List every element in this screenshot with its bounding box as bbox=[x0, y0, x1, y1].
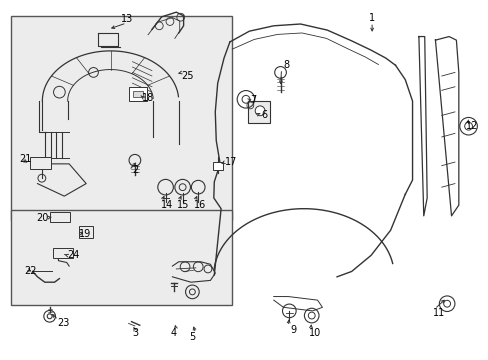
Text: 5: 5 bbox=[189, 332, 195, 342]
Text: 1: 1 bbox=[368, 13, 374, 23]
Text: 23: 23 bbox=[57, 318, 69, 328]
Circle shape bbox=[255, 106, 264, 116]
Text: 4: 4 bbox=[170, 328, 177, 338]
Text: 11: 11 bbox=[432, 308, 445, 318]
Text: 13: 13 bbox=[120, 14, 132, 24]
Text: 7: 7 bbox=[250, 95, 256, 105]
Text: 22: 22 bbox=[24, 266, 36, 276]
Bar bbox=[50, 212, 70, 221]
Bar bbox=[247, 101, 269, 123]
Bar bbox=[53, 248, 73, 258]
Text: 3: 3 bbox=[132, 328, 138, 338]
Text: 16: 16 bbox=[193, 200, 205, 210]
Text: 19: 19 bbox=[79, 229, 91, 239]
Text: 2: 2 bbox=[131, 165, 138, 175]
Bar bbox=[133, 91, 143, 97]
Text: 12: 12 bbox=[466, 121, 478, 131]
Text: 17: 17 bbox=[224, 157, 237, 167]
Text: 15: 15 bbox=[177, 200, 189, 210]
Bar bbox=[212, 162, 222, 170]
Text: 6: 6 bbox=[261, 110, 266, 120]
Text: 20: 20 bbox=[36, 213, 48, 222]
Text: 18: 18 bbox=[142, 93, 154, 103]
Text: 21: 21 bbox=[19, 154, 31, 164]
Text: 8: 8 bbox=[283, 60, 289, 70]
Text: 9: 9 bbox=[289, 325, 296, 334]
Bar bbox=[29, 157, 51, 169]
Bar bbox=[79, 226, 93, 238]
Bar bbox=[11, 15, 232, 220]
Bar bbox=[129, 87, 147, 101]
Text: 24: 24 bbox=[67, 250, 79, 260]
Text: 25: 25 bbox=[182, 71, 194, 81]
Text: 14: 14 bbox=[161, 200, 173, 210]
Bar bbox=[11, 210, 232, 305]
Text: 10: 10 bbox=[308, 328, 321, 338]
